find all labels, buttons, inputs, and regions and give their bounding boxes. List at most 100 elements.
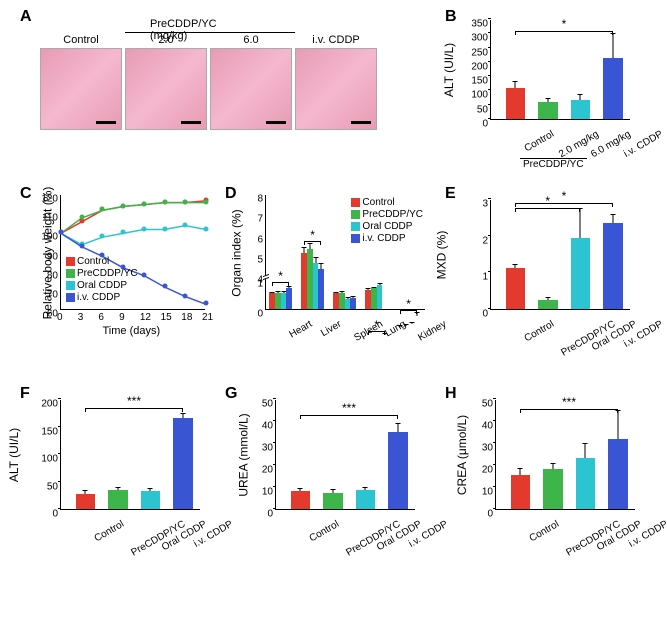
y-tick: 200 <box>471 61 491 72</box>
panel-f-label: F <box>20 385 30 403</box>
organ-label: Lung <box>384 319 409 340</box>
data-point <box>162 226 167 231</box>
bar <box>356 490 376 509</box>
bar <box>350 298 356 309</box>
panel-b-subgroup: PreCDDP/YC <box>520 158 587 170</box>
y-tick: 1 <box>482 272 491 283</box>
x-label: Control <box>528 519 561 545</box>
y-tick: 50 <box>47 481 61 492</box>
x-tick: 21 <box>202 312 213 323</box>
data-point <box>100 234 105 239</box>
panel-h-label: H <box>445 385 457 403</box>
y-tick: 20 <box>482 465 496 476</box>
y-axis-label: UREA (mmol/L) <box>237 413 251 496</box>
data-point <box>141 272 146 277</box>
legend-label: i.v. CDDP <box>77 292 120 303</box>
y-axis-label: MXD (%) <box>434 231 448 280</box>
panel-c-label: C <box>20 185 32 203</box>
bar <box>603 58 623 119</box>
bar <box>388 432 408 509</box>
header-line <box>125 32 295 33</box>
x-tick: 3 <box>78 312 84 323</box>
data-point <box>79 215 84 220</box>
sig-text: * <box>545 194 550 208</box>
y-tick: 5 <box>257 254 266 265</box>
y-axis-label: ALT (UI/L) <box>442 43 456 97</box>
sig-text: *** <box>127 394 141 408</box>
organ-label: Heart <box>288 319 315 341</box>
x-label: Control <box>308 519 341 545</box>
sig-text: *** <box>342 401 356 415</box>
legend-label: PreCDDP/YC <box>77 268 138 279</box>
y-tick: 6 <box>257 234 266 245</box>
bar <box>571 100 591 119</box>
y-tick: 8 <box>257 194 266 205</box>
panel-e-label: E <box>445 185 456 203</box>
y-tick: 100 <box>41 454 61 465</box>
legend-label: Control <box>77 256 109 267</box>
y-axis-label: Organ index (%) <box>229 209 243 296</box>
y-tick: 50 <box>477 104 491 115</box>
bar <box>538 300 558 309</box>
bar <box>538 102 558 119</box>
y-tick: 7 <box>257 214 266 225</box>
panel-e-chart: 0123**MXD (%)ControlPreCDDP/YCOral CDDPi… <box>490 200 640 315</box>
panel-d-label: D <box>225 185 237 203</box>
y-tick: 200 <box>41 399 61 410</box>
sig-bracket <box>520 409 618 410</box>
sig-bracket <box>515 31 613 32</box>
x-tick: 15 <box>161 312 172 323</box>
y-tick: 250 <box>471 47 491 58</box>
panel-b-label: B <box>445 8 457 26</box>
organ-label: Liver <box>320 319 344 339</box>
hist-label-1: 2.0 <box>125 34 207 46</box>
panel-f-chart: 050100150200***ALT (UI/L)ControlPreCDDP/… <box>60 400 210 515</box>
panel-b-chart: 050100150200250300350*ALT (UI/L)Control2… <box>490 20 640 125</box>
data-point <box>204 226 209 231</box>
histology-image <box>295 48 377 130</box>
y-tick: 100 <box>471 90 491 101</box>
y-tick: 10 <box>482 487 496 498</box>
y-tick: 350 <box>471 19 491 30</box>
panel-d-chart: 0145678****ControlPreCDDP/YCOral CDDPi.v… <box>265 195 430 315</box>
y-tick: 300 <box>471 33 491 44</box>
x-axis-label: Time (days) <box>103 325 161 337</box>
legend: ControlPreCDDP/YCOral CDDPi.v. CDDP <box>66 256 138 304</box>
data-point <box>183 293 188 298</box>
y-axis-label: Relative body weight (%) <box>40 186 54 319</box>
x-tick: 18 <box>181 312 192 323</box>
panel-h-chart: 01020304050***CREA (μmol/L)ControlPreCDD… <box>495 400 645 515</box>
data-point <box>79 243 84 248</box>
bar <box>323 493 343 510</box>
y-tick: 50 <box>262 399 276 410</box>
bar <box>108 490 128 509</box>
x-tick: 0 <box>57 312 63 323</box>
data-point <box>121 203 126 208</box>
y-tick: 30 <box>482 443 496 454</box>
y-tick: 30 <box>262 443 276 454</box>
y-axis-label: CREA (μmol/L) <box>455 415 469 495</box>
bar <box>543 469 563 509</box>
sig-bracket <box>515 208 580 209</box>
hist-label-0: Control <box>40 34 122 46</box>
data-point <box>141 226 146 231</box>
bar <box>141 491 161 509</box>
bar <box>173 418 193 509</box>
hist-label-3: i.v. CDDP <box>295 34 377 46</box>
panel-g-chart: 01020304050***UREA (mmol/L)ControlPreCDD… <box>275 400 425 515</box>
x-label: Control <box>93 519 126 545</box>
y-tick: 20 <box>262 465 276 476</box>
y-tick: 0 <box>52 509 61 520</box>
y-tick: 50 <box>482 399 496 410</box>
data-point <box>204 199 209 204</box>
bar <box>291 491 311 509</box>
bar <box>571 238 591 310</box>
histology-image <box>210 48 292 130</box>
y-tick: 40 <box>482 421 496 432</box>
data-point <box>183 199 188 204</box>
y-tick: 0 <box>482 309 491 320</box>
histology-image <box>40 48 122 130</box>
x-tick: 9 <box>119 312 125 323</box>
x-tick: 12 <box>140 312 151 323</box>
data-point <box>121 230 126 235</box>
